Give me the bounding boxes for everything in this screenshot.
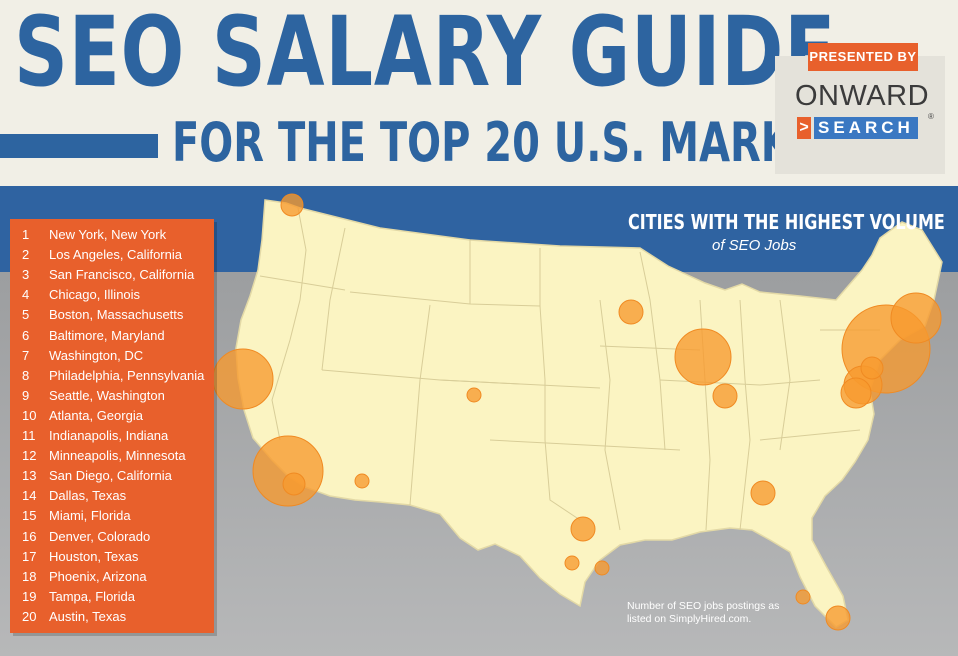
bubble-atlanta: [750, 480, 776, 506]
list-item: 17 Houston, Texas: [16, 547, 220, 567]
bubble-philadelphia: [860, 356, 884, 380]
city-bubbles: [212, 193, 942, 631]
list-rank: 19: [22, 588, 37, 604]
bubble-miami: [825, 605, 851, 631]
list-item: 6 Baltimore, Maryland: [16, 326, 220, 346]
legend-subtitle: of SEO Jobs: [712, 237, 797, 254]
list-item: 12 Minneapolis, Minnesota: [16, 446, 220, 466]
list-item: 16 Denver, Colorado: [16, 527, 220, 547]
list-rank: 5: [22, 307, 30, 323]
legend-title: CITIES WITH THE HIGHEST VOLUME: [628, 210, 945, 234]
list-item: 2 Los Angeles, California: [16, 245, 220, 265]
list-city-name: Washington, DC: [49, 347, 144, 363]
registered-mark: ®: [928, 112, 934, 121]
list-city-name: Dallas, Texas: [49, 488, 127, 504]
list-city-name: Seattle, Washington: [49, 387, 165, 403]
list-rank: 6: [22, 327, 30, 343]
list-city-name: Los Angeles, California: [49, 247, 182, 263]
source-footnote: Number of SEO jobs postings as listed on…: [627, 600, 780, 625]
list-rank: 12: [22, 448, 37, 464]
list-city-name: Austin, Texas: [49, 608, 127, 624]
list-city-name: Atlanta, Georgia: [49, 407, 143, 423]
bubble-tampa: [795, 589, 811, 605]
bubble-minneapolis: [618, 299, 644, 325]
list-rank: 2: [22, 247, 30, 263]
list-rank: 11: [22, 428, 36, 443]
list-rank: 13: [22, 468, 37, 484]
list-item: 7 Washington, DC: [16, 346, 220, 366]
bubble-houston: [564, 555, 580, 571]
bubble-phoenix: [354, 473, 370, 489]
list-city-name: Miami, Florida: [49, 508, 131, 524]
bubble-san-francisco: [212, 348, 274, 410]
list-city-name: New York, New York: [49, 227, 167, 242]
list-city-name: Chicago, Illinois: [49, 287, 141, 303]
list-item: 15 Miami, Florida: [16, 506, 220, 526]
list-item: 19 Tampa, Florida: [16, 587, 220, 607]
list-rank: 1: [22, 227, 30, 242]
brand-logo-top: ONWARD: [795, 80, 930, 112]
list-city-name: Indianapolis, Indiana: [49, 428, 169, 443]
bubble-dallas: [570, 516, 596, 542]
list-city-name: Phoenix, Arizona: [49, 568, 147, 584]
bubble-seattle: [280, 193, 304, 217]
us-land: [235, 199, 943, 628]
list-city-name: San Francisco, California: [49, 267, 195, 283]
chevron-right-icon: >: [797, 117, 811, 139]
list-city-name: Minneapolis, Minnesota: [49, 448, 186, 464]
list-rank: 17: [22, 548, 37, 564]
list-city-name: Houston, Texas: [49, 548, 139, 564]
list-rank: 10: [22, 407, 37, 423]
list-item: 20 Austin, Texas: [16, 607, 220, 627]
list-item: 11 Indianapolis, Indiana: [16, 426, 220, 446]
bubble-los-angeles: [252, 435, 324, 507]
list-city-name: Baltimore, Maryland: [49, 327, 165, 343]
list-rank: 15: [22, 508, 37, 524]
list-rank: 3: [22, 267, 30, 283]
list-item: 1 New York, New York: [16, 225, 220, 245]
list-item: 4 Chicago, Illinois: [16, 285, 220, 305]
page-title: SEO SALARY GUIDE: [14, 0, 837, 108]
bubble-washington: [840, 377, 872, 409]
list-item: 18 Phoenix, Arizona: [16, 567, 220, 587]
city-ranking-list: [10, 219, 214, 633]
bubble-austin: [594, 560, 610, 576]
list-item: 9 Seattle, Washington: [16, 386, 220, 406]
list-city-name: Tampa, Florida: [49, 588, 135, 604]
list-item: 14 Dallas, Texas: [16, 486, 220, 506]
list-rank: 14: [22, 488, 37, 504]
list-rank: 20: [22, 608, 37, 624]
presenter-box: [775, 56, 945, 174]
bubble-chicago: [674, 328, 732, 386]
bubble-san-diego: [282, 472, 306, 496]
list-item: 8 Philadelphia, Pennsylvania: [16, 366, 220, 386]
page-subtitle: FOR THE TOP 20 U.S. MARKETS: [172, 111, 876, 174]
list-item: 10 Atlanta, Georgia: [16, 406, 220, 426]
list-city-name: Boston, Massachusetts: [49, 307, 184, 323]
list-rank: 7: [22, 347, 30, 363]
list-city-name: Denver, Colorado: [49, 528, 151, 544]
list-item: 5 Boston, Massachusetts: [16, 305, 220, 325]
list-item: 13 San Diego, California: [16, 466, 220, 486]
title-accent-bar: [0, 134, 158, 158]
bubble-indianapolis: [712, 383, 738, 409]
presented-by-tag: PRESENTED BY: [808, 43, 918, 71]
list-rank: 9: [22, 387, 30, 403]
list-city-name: San Diego, California: [49, 468, 172, 484]
list-rank: 16: [22, 528, 37, 544]
list-rank: 4: [22, 287, 30, 303]
bubble-boston: [890, 292, 942, 344]
list-rank: 18: [22, 568, 37, 584]
list-city-name: Philadelphia, Pennsylvania: [49, 367, 205, 383]
bubble-denver: [466, 387, 482, 403]
list-rank: 8: [22, 367, 30, 383]
brand-search-word: SEARCH: [814, 117, 918, 139]
list-item: 3 San Francisco, California: [16, 265, 220, 285]
